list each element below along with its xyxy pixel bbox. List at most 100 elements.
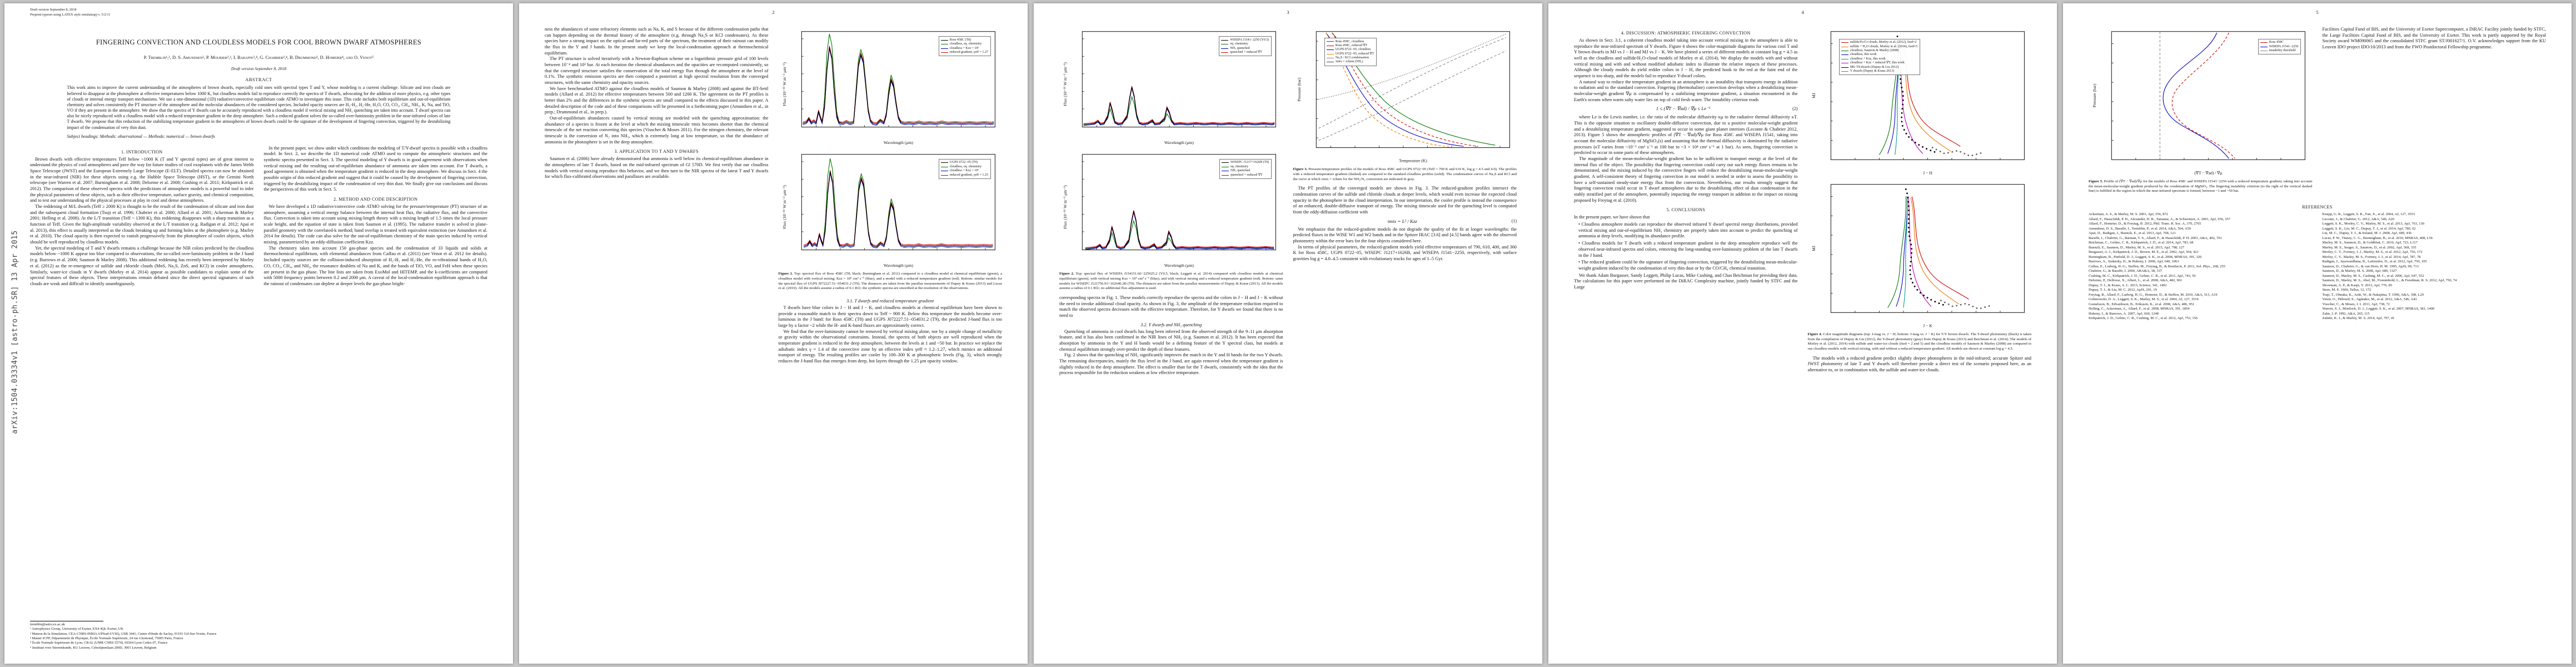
observed-spectrum-curve <box>803 171 993 247</box>
equation-body: 1 ≤ (∇T − ∇ad) / ∇μ ≤ Le⁻¹ <box>1656 106 1711 112</box>
paragraph: T dwarfs have blue colors in J − H and J… <box>778 305 1003 328</box>
reference-entry: Leggett, S. K., Morley, C. V., Marley, M… <box>2322 222 2424 226</box>
x-axis-label: J − K <box>1923 323 1932 328</box>
t-dwarf-data-points <box>1905 188 1945 306</box>
legend-label: reduced gradient, γeff = 1.27 <box>949 51 988 54</box>
legend-item: Ross 458C (T8) <box>940 38 988 42</box>
legend-label: NH₃ quenched <box>1230 169 1250 173</box>
legend-label: cloudless, Saumon & Marley (2008) <box>1850 49 1899 53</box>
reference-entry: Golimowski, D. A., Leggett, S. K., Marle… <box>2089 297 2199 302</box>
paragraph: We have developed a 1D radiative/convect… <box>263 204 488 245</box>
model-curve-mixing <box>802 48 994 126</box>
reference-entry: Marley, M. S., Saumon, D., & Goldblatt, … <box>2322 241 2418 245</box>
legend-label: eq. chemistry <box>1230 42 1248 46</box>
legend-label: Ross 458C (T8) <box>949 38 971 42</box>
figure-1-caption-text: Top: spectral flux of Ross 458C (T8, bla… <box>778 272 1003 291</box>
paragraph: The reddening of M/L dwarfs (Teff ≥ 2000… <box>30 204 254 245</box>
paragraph: In the present paper, we show under whic… <box>263 145 488 192</box>
legend-item: cloudless, eq. chemistry <box>940 42 988 46</box>
legend-label: reduced gradient, γeff = 1.25 <box>949 173 988 177</box>
page-4: 4 4. DISCUSSION: ATMOSPHERIC FINGERING C… <box>1548 3 2057 664</box>
figure-2-caption: Figure 2. Top: spectral flux of WISEPA J… <box>1059 272 1283 291</box>
axis-ticks <box>1830 196 2000 313</box>
legend-swatch <box>1841 71 1848 72</box>
footnotes: tremblin@astro.ex.ac.uk ¹ Astrophysics Gr… <box>30 623 254 650</box>
paragraph: The chemistry takes into account 150 gas… <box>263 245 488 286</box>
paragraph: The models with a reduced gradient predi… <box>1807 355 2032 373</box>
legend-item: Ross 458C, reduced ∇T <box>1326 44 1374 48</box>
legend-swatch <box>1221 48 1229 49</box>
plot-frame <box>1082 31 1276 128</box>
x-axis-label: Wavelength (μm) <box>1164 140 1194 145</box>
legend-item: cloudless + Kzz = 10⁶ <box>940 47 988 51</box>
paragraph: Yet, the spectral modeling of T and Y dw… <box>30 245 254 286</box>
legend-label: WISEPA J1541−2250 <box>2269 44 2299 48</box>
legend-item: sulfide + H₂O clouds, Morley et al. (201… <box>1841 45 1917 49</box>
method-paragraphs: We have developed a 1D radiative/convect… <box>264 204 488 287</box>
figure-4-plot-bottom: J − K MJ <box>1807 179 2031 331</box>
reference-entry: Leconte, J., & Chabrier, G. 2012, A&A, 5… <box>2322 217 2394 221</box>
page-2: 2 ness the abundances of some refractory… <box>519 3 1028 664</box>
legend-label: Ross 458C, cloudless <box>1335 39 1364 43</box>
reference-entry: Apai, D., Radigan, J., Buenzli, E., et a… <box>2089 231 2176 236</box>
legend-item: UGPS 0722−05, reduced ∇T <box>1326 52 1374 56</box>
reference-entry: Hubeny, I., & Burrows, A. 2007, ApJ, 669… <box>2089 311 2159 316</box>
paragraph: Saumon et al. (2006) have already demons… <box>545 156 769 180</box>
y-dwarf-paragraphs: Quenching of ammonia in cool dwarfs has … <box>1059 329 1283 376</box>
reference-entry: Freytag, B., Allard, F., Ludwig, H.-G., … <box>2089 292 2218 297</box>
reference-entry: Baraffe, I., Chabrier, G., Barman, T. S.… <box>2089 236 2222 240</box>
legend-swatch <box>940 52 948 53</box>
page1-column-left: 1. INTRODUCTION Brown dwarfs with effect… <box>30 146 254 650</box>
legend-item: UGPS 0722−05 (T9) <box>940 161 988 165</box>
legend-item: Na₂S / KCl condensation <box>1326 56 1374 60</box>
legend-label: sulfide + H₂O clouds, Morley et al. (201… <box>1850 44 1918 48</box>
reference-entry: Morley, C. V., Marley, M. S., Fortney, J… <box>2322 255 2421 259</box>
section-heading-application: 3. APPLICATION TO T AND Y DWARFS <box>614 149 699 155</box>
conclusions-intro: In the present paper, we have shown that <box>1574 215 1650 220</box>
figure-3-caption-label: Figure 3. <box>1293 167 1308 172</box>
reference-entry: Saumon, D., & Marley, M. S. 2008, ApJ, 6… <box>2322 269 2397 273</box>
model-track-sulfide-clouds <box>1911 196 1969 300</box>
figure-5-legend: Ross 458C WISEPA J1541−2250 instability … <box>2258 38 2301 55</box>
observed-spectrum-curve <box>1083 87 1275 125</box>
footnote: ⁵ Instituut voor Sterrenkunde, KU Leuven… <box>30 645 157 650</box>
y-axis-label: Pressure (bar) <box>1297 77 1302 101</box>
figure-5-plot: (∇T − ∇ad) / ∇μ Pressure (bar) Ross 458C… <box>2089 27 2313 178</box>
x-axis-label: Wavelength (μm) <box>883 263 913 268</box>
page4-column-right: J − H MJ sulfide/Fe/Cr clouds, Morley et… <box>1807 27 2032 650</box>
legend-label: NH₃ quenched <box>1230 46 1250 50</box>
paragraph: We find that the over-luminosity cannot … <box>778 328 1003 364</box>
figure-2: Wavelength (μm) Flux (10⁻¹⁶ W m⁻² μm⁻¹) … <box>1059 27 1283 291</box>
plot-frame <box>1830 184 2025 313</box>
page3-column-left: Wavelength (μm) Flux (10⁻¹⁶ W m⁻² μm⁻¹) … <box>1059 27 1283 650</box>
x-axis-label: Wavelength (μm) <box>883 140 913 145</box>
conclusion-bullet: • The reduced gradient could be the sign… <box>1578 260 1798 271</box>
reference-entry: Chabrier, G., & Baraffe, I. 2000, ARA&A,… <box>2089 269 2163 273</box>
page-number: 2 <box>772 9 775 15</box>
legend-item: reduced gradient, γeff = 1.25 <box>940 173 988 177</box>
y-axis-label: MJ <box>1811 246 1816 251</box>
footnote-block: tremblin@astro.ex.ac.uk ¹ Astrophysics Gr… <box>30 618 254 650</box>
x-axis-label: (∇T − ∇ad) / ∇μ <box>2194 170 2222 175</box>
legend-label: cloudless + Kzz = 10⁶ <box>949 169 979 173</box>
reference-entry: Venot, O., Hébrard, E., Agúndez, M., et … <box>2322 297 2417 302</box>
intro-paragraphs: Brown dwarfs with effective temperatures… <box>30 157 254 287</box>
observed-spectrum-curve <box>802 47 994 125</box>
legend-item: cloudless, Saumon & Marley (2008) <box>1841 49 1917 53</box>
reference-entry: Burrows, A., Sudarsky, D., & Hubeny, I. … <box>2089 260 2179 264</box>
paragraph: Quenching of ammonia in cool dwarfs has … <box>1059 328 1283 352</box>
paragraph: ness the abundances of some refractory e… <box>545 27 769 56</box>
paragraph: In terms of physical parameters, the red… <box>1293 244 1517 262</box>
legend-item: WISEPA J1541−2250 <box>2260 44 2299 49</box>
acknowledgments: We thank Adam Burgasser, Sandy Leggett, … <box>1574 272 1798 290</box>
figure-1-caption-label: Figure 1. <box>778 272 793 276</box>
draft-header: Draft version September 8, 2018 Preprint… <box>30 8 111 18</box>
reference-entry: Warren, S. J., Mortlock, D. J., Leggett,… <box>2322 307 2435 311</box>
legend-label: UGPS 0722−05 (T9) <box>949 161 978 165</box>
x-axis-label: Temperature (K) <box>1398 158 1427 163</box>
legend-label: cloudless, eq. chemistry <box>949 42 982 46</box>
page-5: 5 (∇T − ∇ad) / ∇μ Pressure (bar) <box>2063 3 2572 664</box>
legend-label: WISEPC J1217+1626B (T9) <box>1230 161 1269 165</box>
reference-entry: Visscher, C., & Moses, J. I. 2011, ApJ, … <box>2322 302 2390 306</box>
plot-frame <box>801 153 995 250</box>
